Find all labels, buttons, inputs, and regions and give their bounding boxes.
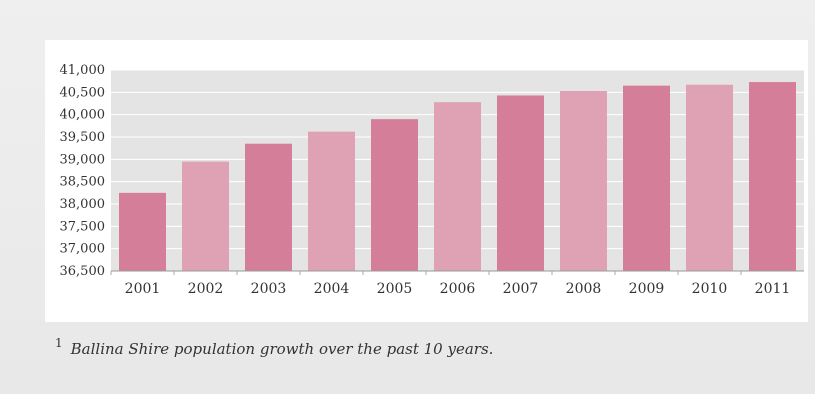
x-tick-label: 2007 <box>503 281 539 297</box>
y-tick-label: 36,500 <box>60 264 106 279</box>
x-tick-label: 2001 <box>125 281 161 297</box>
bars <box>119 82 796 272</box>
bar-2008 <box>560 90 607 271</box>
x-tick-label: 2006 <box>440 281 476 297</box>
y-tick-label: 39,000 <box>60 152 106 167</box>
y-tick-label: 39,500 <box>60 130 106 145</box>
y-tick-label: 41,000 <box>60 63 106 78</box>
figure-caption: 1 Ballina Shire population growth over th… <box>55 336 795 358</box>
caption-number: 1 <box>55 336 63 350</box>
y-tick-label: 37,000 <box>60 242 106 257</box>
bar-2006 <box>434 102 481 271</box>
y-tick-label: 37,500 <box>60 219 106 234</box>
x-tick-label: 2010 <box>692 281 728 297</box>
bar-2007 <box>497 95 544 272</box>
bar-chart: 36,500 37,000 37,500 38,000 38,500 39,000 39,5… <box>60 63 804 297</box>
bar-2003 <box>245 143 292 271</box>
y-tick-label: 40,000 <box>60 108 106 123</box>
x-tick-label: 2008 <box>566 281 602 297</box>
bar-2009 <box>623 85 670 271</box>
y-axis-ticks: 36,500 37,000 37,500 38,000 38,500 39,000 39,5… <box>60 63 106 279</box>
y-tick-label: 38,000 <box>60 197 106 212</box>
bar-2004 <box>308 131 355 271</box>
x-tick-label: 2011 <box>755 281 791 297</box>
x-tick-label: 2003 <box>251 281 287 297</box>
x-tick-label: 2009 <box>629 281 665 297</box>
bar-2010 <box>686 84 733 271</box>
x-tick-label: 2002 <box>188 281 224 297</box>
y-tick-label: 40,500 <box>60 85 106 100</box>
chart-card: 36,500 37,000 37,500 38,000 38,500 39,000 39,5… <box>45 40 808 322</box>
caption-text: Ballina Shire population growth over the… <box>70 340 494 358</box>
x-axis-ticks: 2001 2002 2003 2004 2005 2006 2007 2008 2009 2010… <box>110 271 791 297</box>
x-tick-label: 2004 <box>314 281 350 297</box>
x-tick-label: 2005 <box>377 281 413 297</box>
y-tick-label: 38,500 <box>60 175 106 190</box>
bar-2011 <box>749 82 796 271</box>
bar-2005 <box>371 119 418 271</box>
bar-2001 <box>119 192 166 271</box>
bar-2002 <box>182 161 229 271</box>
